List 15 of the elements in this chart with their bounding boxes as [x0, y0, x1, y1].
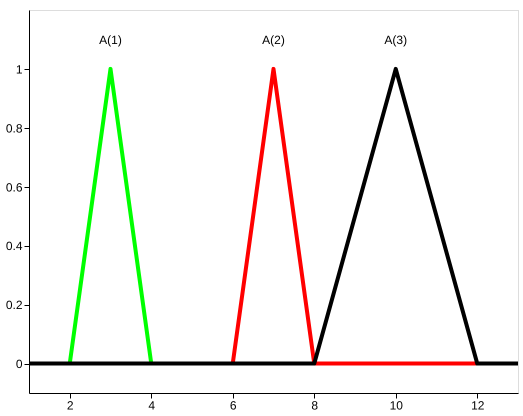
y-tick-label: 0.4 [6, 239, 23, 254]
annotation: A(1) [99, 32, 122, 47]
x-tick-label: 10 [390, 398, 404, 412]
x-tick-label: 6 [230, 398, 237, 412]
annotation: A(2) [262, 32, 285, 47]
x-tick-label: 8 [311, 398, 318, 412]
x-tick-label: 12 [471, 398, 485, 412]
y-tick-label: 0 [16, 357, 23, 372]
annotation: A(3) [384, 32, 408, 47]
y-tick-label: 1 [16, 62, 23, 76]
y-tick-label: 0.6 [6, 180, 23, 194]
x-tick-label: 2 [66, 398, 74, 412]
y-tick-label: 0.2 [6, 298, 23, 312]
x-tick-label: 4 [148, 398, 156, 412]
y-tick-label: 0.8 [6, 121, 23, 136]
